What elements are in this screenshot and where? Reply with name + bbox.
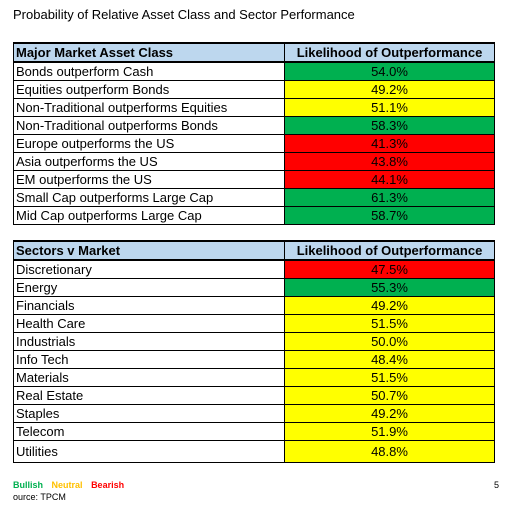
table-row: Info Tech 48.4% (13, 350, 495, 369)
page-number: 5 (494, 480, 500, 490)
likelihood-value: 58.3% (284, 116, 495, 135)
row-label: Europe outperforms the US (13, 134, 285, 153)
asset-class-table: Major Market Asset Class Likelihood of O… (13, 42, 495, 225)
row-label: EM outperforms the US (13, 170, 285, 189)
row-label: Bonds outperform Cash (13, 61, 285, 81)
likelihood-value: 54.0% (284, 61, 495, 81)
likelihood-value: 49.2% (284, 404, 495, 423)
likelihood-header: Likelihood of Outperformance (284, 42, 495, 63)
table-row: Discretionary 47.5% (13, 259, 495, 279)
likelihood-value: 49.2% (284, 80, 495, 99)
table-row: Non-Traditional outperforms Bonds 58.3% (13, 116, 495, 135)
table-row: Staples 49.2% (13, 404, 495, 423)
likelihood-value: 51.1% (284, 98, 495, 117)
page-title: Probability of Relative Asset Class and … (13, 7, 355, 22)
likelihood-value: 47.5% (284, 259, 495, 279)
legend-bullish: Bullish (13, 480, 44, 490)
likelihood-value: 44.1% (284, 170, 495, 189)
asset-class-header: Major Market Asset Class (13, 42, 285, 63)
row-label: Utilities (13, 440, 285, 463)
table-row: Asia outperforms the US 43.8% (13, 152, 495, 171)
table-row: Utilities 48.8% (13, 440, 495, 463)
likelihood-value: 48.4% (284, 350, 495, 369)
row-label: Mid Cap outperforms Large Cap (13, 206, 285, 225)
legend-neutral: Neutral (51, 480, 83, 490)
table-row: Industrials 50.0% (13, 332, 495, 351)
table-row: Equities outperform Bonds 49.2% (13, 80, 495, 99)
legend: Bullish Neutral Bearish (13, 480, 130, 490)
row-label: Financials (13, 296, 285, 315)
likelihood-value: 51.5% (284, 368, 495, 387)
table-row: Energy 55.3% (13, 278, 495, 297)
likelihood-value: 41.3% (284, 134, 495, 153)
row-label: Info Tech (13, 350, 285, 369)
table-row: Small Cap outperforms Large Cap 61.3% (13, 188, 495, 207)
sectors-header: Sectors v Market (13, 240, 285, 261)
likelihood-header: Likelihood of Outperformance (284, 240, 495, 261)
row-label: Telecom (13, 422, 285, 441)
table-row: Non-Traditional outperforms Equities 51.1… (13, 98, 495, 117)
asset-class-header-row: Major Market Asset Class Likelihood of O… (13, 42, 495, 63)
row-label: Energy (13, 278, 285, 297)
table-row: Mid Cap outperforms Large Cap 58.7% (13, 206, 495, 225)
likelihood-value: 51.9% (284, 422, 495, 441)
likelihood-value: 50.0% (284, 332, 495, 351)
likelihood-value: 61.3% (284, 188, 495, 207)
row-label: Small Cap outperforms Large Cap (13, 188, 285, 207)
row-label: Industrials (13, 332, 285, 351)
row-label: Asia outperforms the US (13, 152, 285, 171)
row-label: Discretionary (13, 259, 285, 279)
sector-table: Sectors v Market Likelihood of Outperfor… (13, 240, 495, 463)
row-label: Equities outperform Bonds (13, 80, 285, 99)
sector-header-row: Sectors v Market Likelihood of Outperfor… (13, 240, 495, 261)
table-row: Materials 51.5% (13, 368, 495, 387)
row-label: Health Care (13, 314, 285, 333)
source-note: ource: TPCM (13, 492, 66, 502)
row-label: Staples (13, 404, 285, 423)
row-label: Non-Traditional outperforms Equities (13, 98, 285, 117)
table-row: Financials 49.2% (13, 296, 495, 315)
table-row: Health Care 51.5% (13, 314, 495, 333)
table-row: Real Estate 50.7% (13, 386, 495, 405)
row-label: Non-Traditional outperforms Bonds (13, 116, 285, 135)
likelihood-value: 49.2% (284, 296, 495, 315)
table-row: Europe outperforms the US 41.3% (13, 134, 495, 153)
likelihood-value: 58.7% (284, 206, 495, 225)
row-label: Materials (13, 368, 285, 387)
likelihood-value: 48.8% (284, 440, 495, 463)
table-row: EM outperforms the US 44.1% (13, 170, 495, 189)
table-row: Telecom 51.9% (13, 422, 495, 441)
likelihood-value: 50.7% (284, 386, 495, 405)
legend-bearish: Bearish (91, 480, 125, 490)
likelihood-value: 43.8% (284, 152, 495, 171)
row-label: Real Estate (13, 386, 285, 405)
table-row: Bonds outperform Cash 54.0% (13, 61, 495, 81)
likelihood-value: 51.5% (284, 314, 495, 333)
likelihood-value: 55.3% (284, 278, 495, 297)
